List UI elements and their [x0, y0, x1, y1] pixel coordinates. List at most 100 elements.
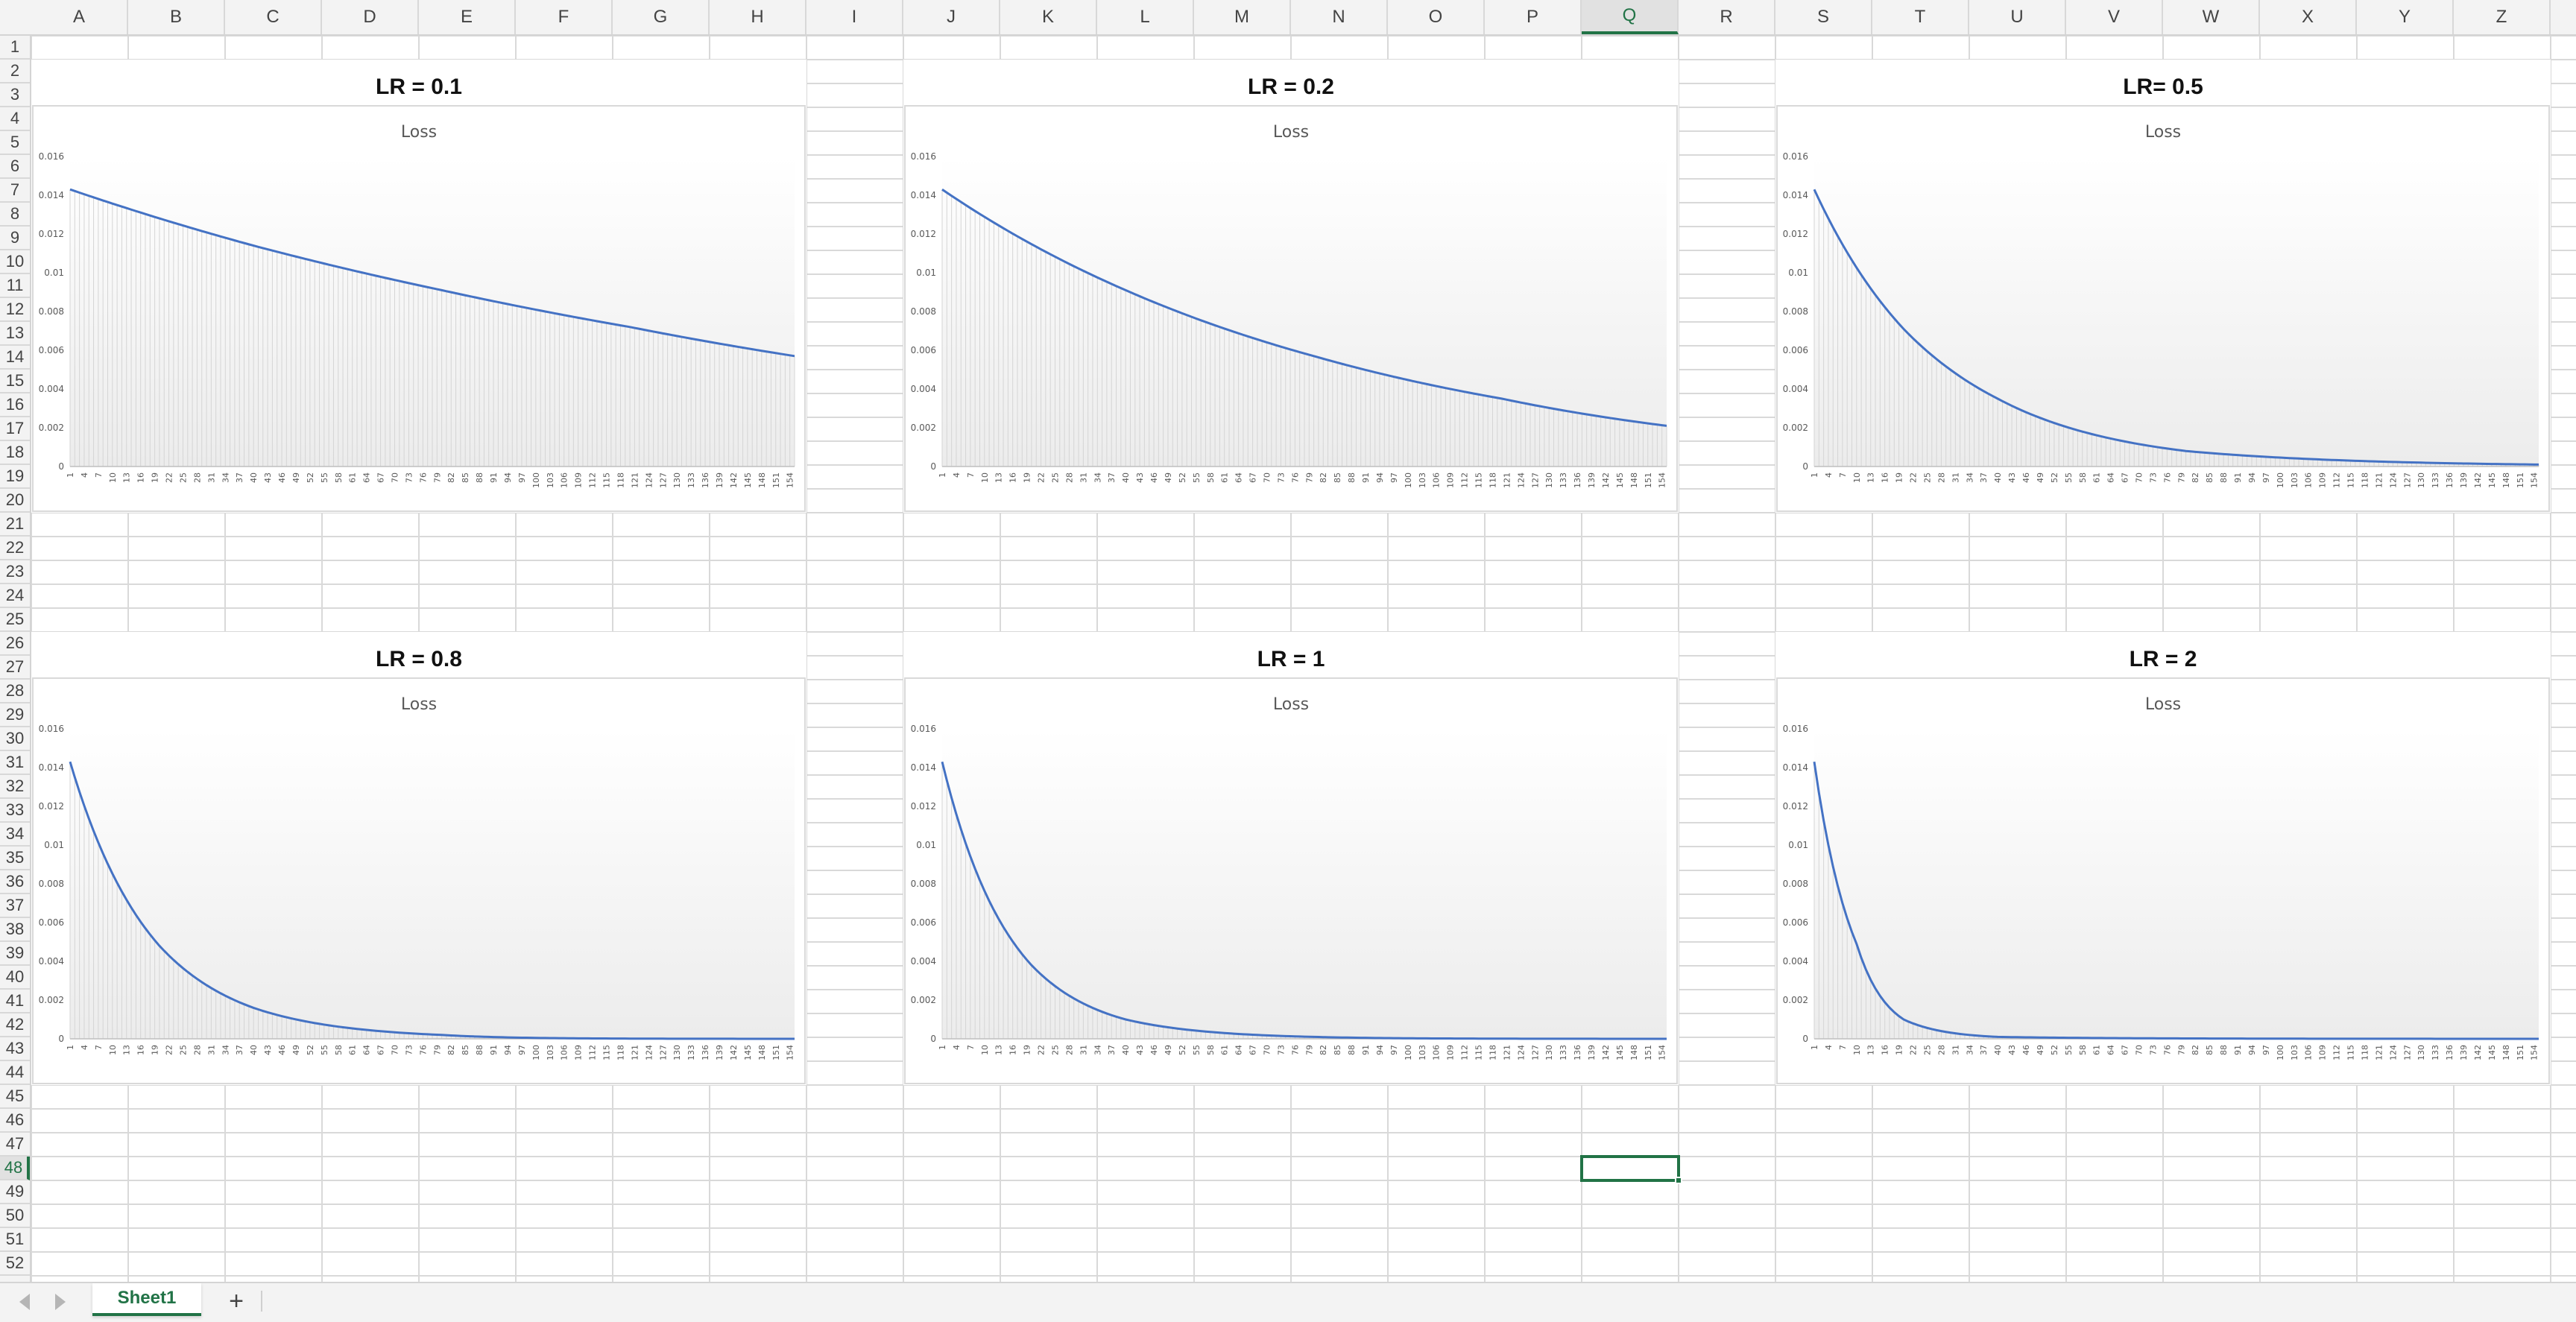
- row-header-27[interactable]: 27: [0, 656, 30, 680]
- column-header-w[interactable]: W: [2163, 0, 2260, 34]
- worksheet-grid[interactable]: Loss 0 0.002 0.004 0.006 0.008 0.01 0.012 0.014 0…: [31, 36, 2576, 1282]
- row-header-21[interactable]: 21: [0, 513, 30, 537]
- x-tick-label: 82: [446, 472, 456, 483]
- column-header-h[interactable]: H: [710, 0, 806, 34]
- sheet-tab-sheet1[interactable]: Sheet1: [92, 1283, 201, 1316]
- row-header-18[interactable]: 18: [0, 441, 30, 465]
- column-header-r[interactable]: R: [1679, 0, 1775, 34]
- row-header-34[interactable]: 34: [0, 823, 30, 847]
- fill-handle[interactable]: [1675, 1177, 1682, 1184]
- row-header-10[interactable]: 10: [0, 250, 30, 274]
- row-header-17[interactable]: 17: [0, 417, 30, 441]
- row-header-1[interactable]: 1: [0, 36, 30, 60]
- row-header-37[interactable]: 37: [0, 894, 30, 918]
- row-header-19[interactable]: 19: [0, 465, 30, 489]
- row-header-4[interactable]: 4: [0, 107, 30, 131]
- column-header-z[interactable]: Z: [2454, 0, 2551, 34]
- row-header-20[interactable]: 20: [0, 489, 30, 513]
- row-header-48[interactable]: 48: [0, 1157, 30, 1180]
- row-header-29[interactable]: 29: [0, 703, 30, 727]
- column-header-i[interactable]: I: [806, 0, 903, 34]
- row-header-22[interactable]: 22: [0, 537, 30, 560]
- column-header-f[interactable]: F: [516, 0, 613, 34]
- y-tick-label: 0.016: [39, 151, 64, 162]
- loss-chart-lr-0-5[interactable]: Loss 0 0.002 0.004 0.006 0.008 0.01 0.012 0.014 0…: [1775, 60, 2551, 513]
- row-header-9[interactable]: 9: [0, 227, 30, 250]
- column-header-u[interactable]: U: [1969, 0, 2066, 34]
- row-header-41[interactable]: 41: [0, 990, 30, 1013]
- row-header-46[interactable]: 46: [0, 1109, 30, 1133]
- row-header-43[interactable]: 43: [0, 1037, 30, 1061]
- row-header-51[interactable]: 51: [0, 1228, 30, 1252]
- row-header-38[interactable]: 38: [0, 918, 30, 942]
- row-header-5[interactable]: 5: [0, 131, 30, 155]
- row-header-26[interactable]: 26: [0, 632, 30, 656]
- column-header-d[interactable]: D: [322, 0, 419, 34]
- active-cell-q48[interactable]: [1580, 1155, 1682, 1184]
- column-header-b[interactable]: B: [128, 0, 225, 34]
- row-header-6[interactable]: 6: [0, 155, 30, 179]
- row-header-24[interactable]: 24: [0, 584, 30, 608]
- loss-chart-lr-0-1[interactable]: Loss 0 0.002 0.004 0.006 0.008 0.01 0.012 0.014 0…: [31, 60, 806, 513]
- row-header-52[interactable]: 52: [0, 1252, 30, 1276]
- row-header-2[interactable]: 2: [0, 60, 30, 83]
- plot-area: [70, 729, 795, 1039]
- row-header-40[interactable]: 40: [0, 966, 30, 990]
- loss-chart-lr-1[interactable]: Loss 0 0.002 0.004 0.006 0.008 0.01 0.012 0.014 0…: [903, 632, 1679, 1085]
- column-header-y[interactable]: Y: [2357, 0, 2454, 34]
- row-header-7[interactable]: 7: [0, 179, 30, 203]
- row-header-47[interactable]: 47: [0, 1133, 30, 1157]
- column-header-n[interactable]: N: [1291, 0, 1388, 34]
- loss-chart-lr-2[interactable]: Loss 0 0.002 0.004 0.006 0.008 0.01 0.012 0.014 0…: [1775, 632, 2551, 1085]
- column-header-q[interactable]: Q: [1582, 0, 1679, 34]
- column-header-o[interactable]: O: [1388, 0, 1485, 34]
- row-header-50[interactable]: 50: [0, 1204, 30, 1228]
- row-header-30[interactable]: 30: [0, 727, 30, 751]
- row-header-32[interactable]: 32: [0, 775, 30, 799]
- row-header-28[interactable]: 28: [0, 680, 30, 703]
- x-tick-label: 46: [277, 1045, 287, 1055]
- row-header-14[interactable]: 14: [0, 346, 30, 370]
- row-header-13[interactable]: 13: [0, 322, 30, 346]
- column-header-l[interactable]: L: [1097, 0, 1194, 34]
- row-header-33[interactable]: 33: [0, 799, 30, 823]
- triangle-right-icon[interactable]: [55, 1294, 66, 1310]
- column-header-x[interactable]: X: [2260, 0, 2357, 34]
- column-header-s[interactable]: S: [1775, 0, 1872, 34]
- row-header-8[interactable]: 8: [0, 203, 30, 227]
- column-header-c[interactable]: C: [225, 0, 322, 34]
- row-header-23[interactable]: 23: [0, 560, 30, 584]
- row-header-39[interactable]: 39: [0, 942, 30, 966]
- plus-icon[interactable]: +: [229, 1286, 244, 1315]
- row-header-12[interactable]: 12: [0, 298, 30, 322]
- row-header-3[interactable]: 3: [0, 83, 30, 107]
- y-tick-label: 0.014: [39, 190, 64, 200]
- row-header-35[interactable]: 35: [0, 847, 30, 870]
- row-header-45[interactable]: 45: [0, 1085, 30, 1109]
- loss-chart-lr-0-2[interactable]: Loss 0 0.002 0.004 0.006 0.008 0.01 0.012 0.014 0…: [903, 60, 1679, 513]
- y-tick-label: 0.006: [39, 345, 64, 355]
- row-header-31[interactable]: 31: [0, 751, 30, 775]
- column-header-j[interactable]: J: [903, 0, 1000, 34]
- triangle-left-icon[interactable]: [19, 1294, 30, 1310]
- column-header-t[interactable]: T: [1872, 0, 1969, 34]
- row-header-36[interactable]: 36: [0, 870, 30, 894]
- column-header-v[interactable]: V: [2066, 0, 2163, 34]
- row-header-44[interactable]: 44: [0, 1061, 30, 1085]
- row-header-16[interactable]: 16: [0, 393, 30, 417]
- column-header-g[interactable]: G: [613, 0, 710, 34]
- row-header-25[interactable]: 25: [0, 608, 30, 632]
- row-header-42[interactable]: 42: [0, 1013, 30, 1037]
- column-header-a[interactable]: A: [31, 0, 128, 34]
- x-tick-label: 103: [2290, 1045, 2299, 1060]
- row-header-11[interactable]: 11: [0, 274, 30, 298]
- chart-title: Loss: [1273, 123, 1309, 142]
- x-tick-label: 34: [1965, 1045, 1974, 1055]
- column-header-k[interactable]: K: [1000, 0, 1097, 34]
- column-header-p[interactable]: P: [1485, 0, 1582, 34]
- column-header-m[interactable]: M: [1194, 0, 1291, 34]
- row-header-15[interactable]: 15: [0, 370, 30, 393]
- row-header-49[interactable]: 49: [0, 1180, 30, 1204]
- column-header-e[interactable]: E: [419, 0, 516, 34]
- loss-chart-lr-0-8[interactable]: Loss 0 0.002 0.004 0.006 0.008 0.01 0.012 0.014 0…: [31, 632, 806, 1085]
